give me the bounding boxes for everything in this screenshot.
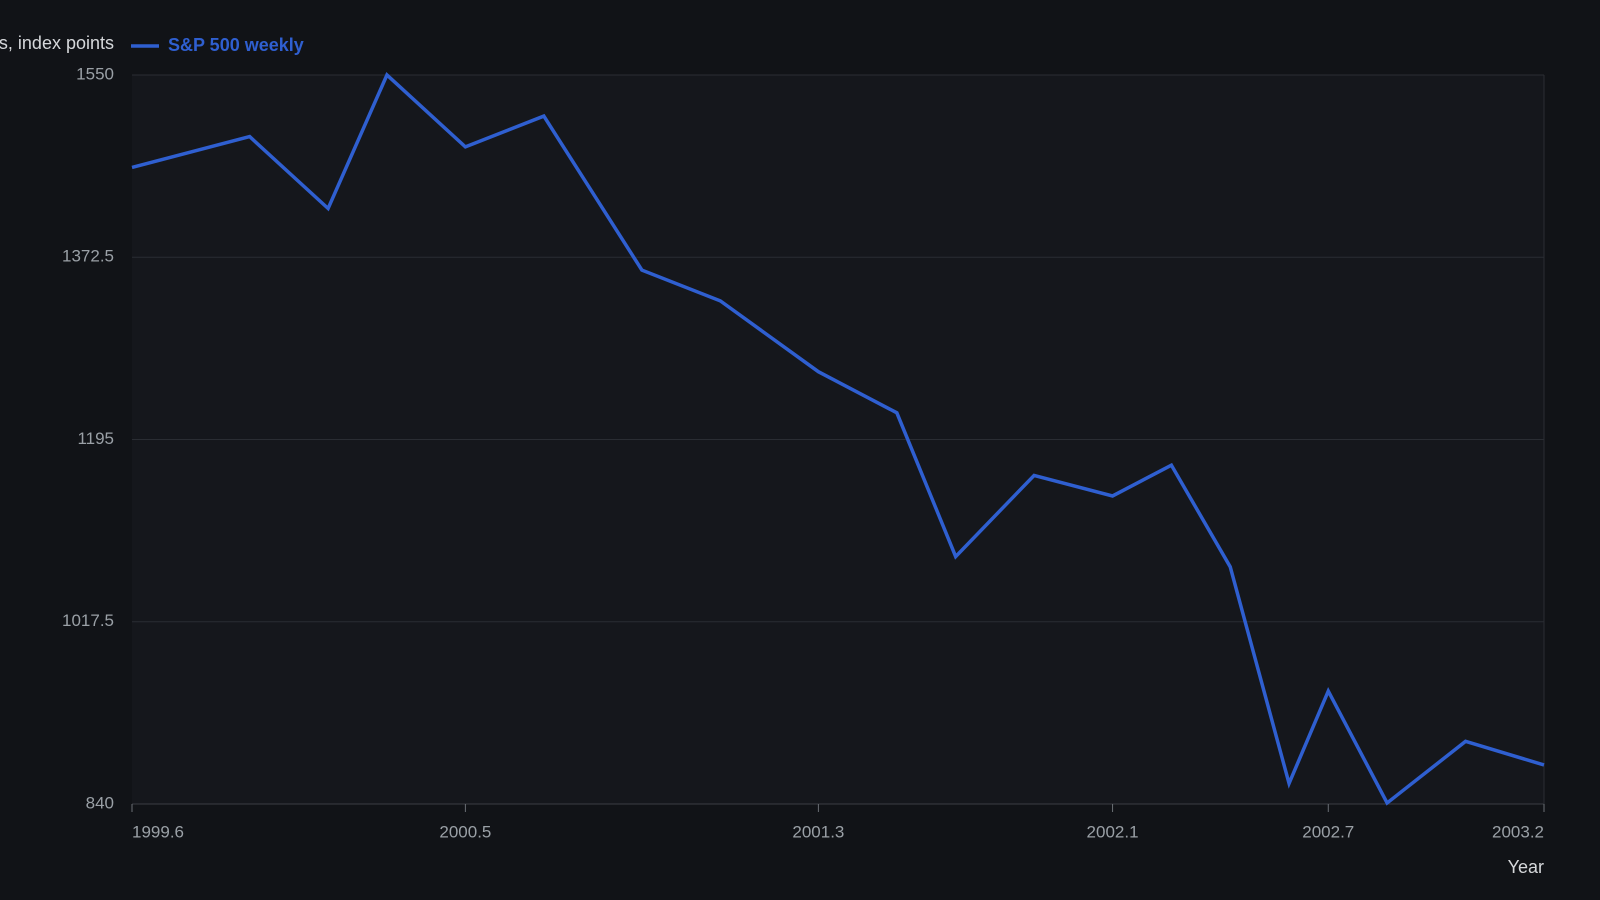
x-tick-label: 2002.7 [1302,822,1354,841]
y-tick-label: 1017.5 [62,611,114,630]
x-tick-label: 2002.1 [1087,822,1139,841]
y-tick-label: 1372.5 [62,247,114,266]
x-tick-label: 2003.2 [1492,822,1544,841]
y-tick-label: 1195 [77,429,114,448]
y-tick-label: 840 [86,793,114,812]
x-axis-title: Year [1508,857,1544,877]
y-axis-title: s, index points [0,33,114,53]
x-tick-label: 1999.6 [132,822,184,841]
data-line [131,72,1545,806]
y-tick-label: 1550 [76,64,114,83]
legend-label: S&P 500 weekly [168,35,304,55]
x-tick-label: 2001.3 [792,822,844,841]
x-tick-label: 2000.5 [439,822,491,841]
